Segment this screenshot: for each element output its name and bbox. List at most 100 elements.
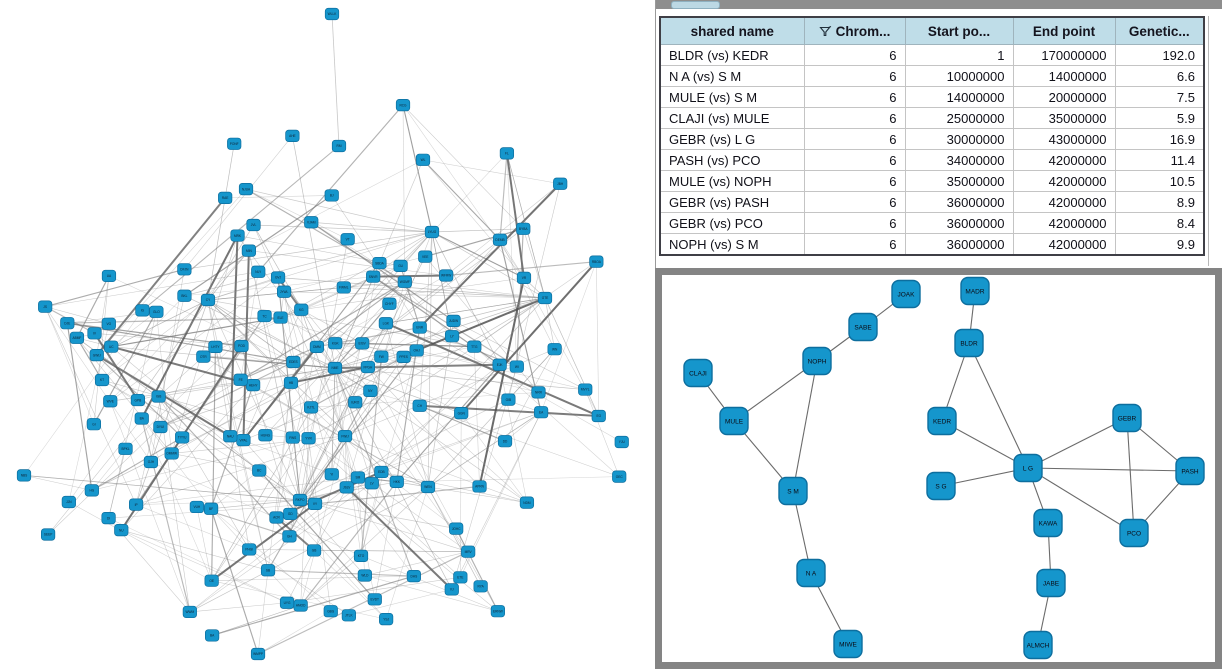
network-node[interactable]: UC — [104, 340, 119, 353]
network-node[interactable]: JYWL — [277, 285, 292, 298]
network-node[interactable]: GTE — [537, 291, 553, 305]
network-node[interactable]: JJN — [61, 495, 76, 509]
network-node[interactable]: S G — [926, 471, 956, 501]
network-node[interactable]: SABE — [848, 312, 878, 342]
network-node[interactable]: BC — [252, 464, 267, 477]
network-node[interactable]: FWIJ — [337, 429, 353, 443]
network-node[interactable]: BJ — [324, 189, 339, 202]
network-node[interactable]: JOHC — [449, 522, 464, 535]
network-node[interactable]: MIWE — [833, 629, 863, 659]
network-node[interactable]: DFJN — [177, 263, 192, 276]
network-node[interactable]: APRN — [472, 480, 487, 493]
network-node[interactable]: PPES — [396, 350, 411, 363]
table-row[interactable]: MULE (vs) S M 6 14000000 20000000 7.5 — [659, 86, 1205, 108]
network-node[interactable]: EVDT — [367, 593, 382, 606]
network-node[interactable]: FL — [499, 147, 515, 160]
network-node[interactable]: JABE — [1036, 568, 1066, 598]
network-node[interactable]: CLAJI — [683, 358, 713, 388]
network-node[interactable]: NY — [363, 384, 378, 397]
network-node[interactable]: JBH — [553, 177, 568, 190]
network-node[interactable]: NME — [327, 361, 343, 375]
network-node[interactable]: AMOD — [293, 599, 308, 612]
network-node[interactable]: DJE — [60, 317, 75, 330]
network-node[interactable]: KJTL — [303, 401, 319, 414]
network-node[interactable]: LY — [444, 330, 460, 343]
network-node[interactable]: NBS — [16, 469, 32, 482]
network-node[interactable]: WL — [415, 153, 431, 166]
network-node[interactable]: RYA — [473, 580, 488, 593]
network-node[interactable]: UA — [101, 269, 117, 283]
network-node[interactable]: BLDR — [954, 328, 984, 358]
network-node[interactable]: HG — [84, 484, 99, 497]
network-node[interactable]: MRK — [230, 229, 245, 242]
network-node[interactable]: WLLK — [324, 7, 340, 21]
table-top-scrollbar[interactable] — [656, 0, 1222, 9]
network-node[interactable]: IV — [87, 327, 102, 340]
network-node[interactable]: HEHY — [246, 378, 261, 392]
column-header-sharedname[interactable]: shared name — [659, 16, 805, 45]
network-node[interactable]: KTO — [353, 549, 369, 562]
network-node[interactable]: FWML — [336, 281, 351, 294]
network-node[interactable]: NRR — [531, 386, 546, 399]
network-node[interactable]: FW — [374, 350, 389, 363]
network-node[interactable]: VY — [307, 497, 323, 511]
network-node[interactable]: YI — [324, 468, 339, 481]
network-node[interactable]: GPB — [130, 393, 146, 407]
network-node[interactable]: IURO — [348, 396, 363, 409]
network-node[interactable]: CY — [200, 293, 216, 307]
network-node[interactable]: KG — [294, 303, 309, 316]
network-node[interactable]: JVL — [246, 218, 261, 232]
network-node[interactable]: GGN — [454, 407, 469, 420]
network-node[interactable]: GBG — [323, 605, 338, 618]
filtered-network-view[interactable]: JOAK MADR SABE BLDR NOPH CLAJI GEBR MULE KEDR L G… — [655, 268, 1222, 669]
network-node[interactable]: ENR — [412, 321, 427, 334]
network-node[interactable]: GVJ — [270, 271, 286, 284]
network-node[interactable]: LGK — [378, 317, 393, 330]
network-node[interactable]: VEE — [418, 250, 433, 263]
network-node[interactable]: ABMF — [69, 331, 85, 344]
network-node[interactable]: KGK — [328, 337, 343, 350]
network-node[interactable]: OJH — [143, 455, 159, 469]
network-node[interactable]: FE — [233, 373, 248, 386]
network-node[interactable]: KT — [94, 373, 110, 387]
network-node[interactable]: GEBR — [1112, 403, 1142, 433]
network-node[interactable]: VO — [101, 317, 116, 330]
table-scrollbar-strip[interactable] — [1208, 16, 1222, 266]
filter-funnel-icon[interactable] — [818, 25, 832, 37]
table-row[interactable]: CLAJI (vs) MULE 6 25000000 35000000 5.9 — [659, 107, 1205, 129]
network-node[interactable]: BKL — [177, 289, 192, 302]
network-node[interactable]: VT — [340, 233, 355, 246]
network-node[interactable]: IG — [135, 304, 150, 317]
network-node[interactable]: BF — [203, 502, 219, 515]
network-node[interactable]: GH — [282, 530, 297, 543]
table-row[interactable]: BLDR (vs) KEDR 6 1 170000000 192.0 — [659, 44, 1205, 66]
network-node[interactable]: MULE — [719, 406, 749, 436]
network-node[interactable]: ACR — [269, 511, 284, 524]
network-node[interactable]: DHS — [406, 569, 421, 583]
network-node[interactable]: MVYL — [578, 383, 593, 396]
column-header-startpo[interactable]: Start po... — [904, 16, 1014, 45]
network-node[interactable]: NAU — [223, 430, 238, 443]
network-node[interactable]: WI — [509, 360, 524, 373]
network-node[interactable]: KEDR — [927, 406, 957, 436]
network-node[interactable]: EISV — [355, 337, 370, 350]
scrollbar-thumb[interactable] — [671, 1, 720, 9]
table-row[interactable]: GEBR (vs) PCO 6 36000000 42000000 8.4 — [659, 212, 1205, 234]
network-node[interactable]: WMPP — [250, 647, 266, 661]
network-node[interactable]: DI — [101, 512, 116, 525]
network-node[interactable]: VUH — [189, 500, 204, 514]
network-node[interactable]: YSJ — [379, 613, 394, 626]
network-node[interactable]: VR — [516, 271, 532, 284]
network-node[interactable]: OHJ — [409, 344, 424, 357]
table-row[interactable]: PASH (vs) PCO 6 34000000 42000000 11.4 — [659, 149, 1205, 171]
network-node[interactable]: PHGI — [242, 543, 257, 556]
network-node[interactable]: YJU — [614, 435, 629, 449]
network-node[interactable]: UYG — [279, 596, 295, 609]
network-node[interactable]: WN — [547, 343, 562, 356]
network-node[interactable]: HGNG — [258, 429, 273, 442]
network-node[interactable]: MRV — [461, 545, 476, 558]
dense-network-view[interactable]: NME WEN CY GTE RKPO LYUG LV OMMW UC TYYU JS SM HG MRV… — [0, 0, 655, 669]
network-node[interactable]: TYYU — [175, 431, 190, 444]
network-node[interactable]: EJK — [492, 358, 507, 371]
network-node[interactable]: VJ — [444, 583, 459, 596]
